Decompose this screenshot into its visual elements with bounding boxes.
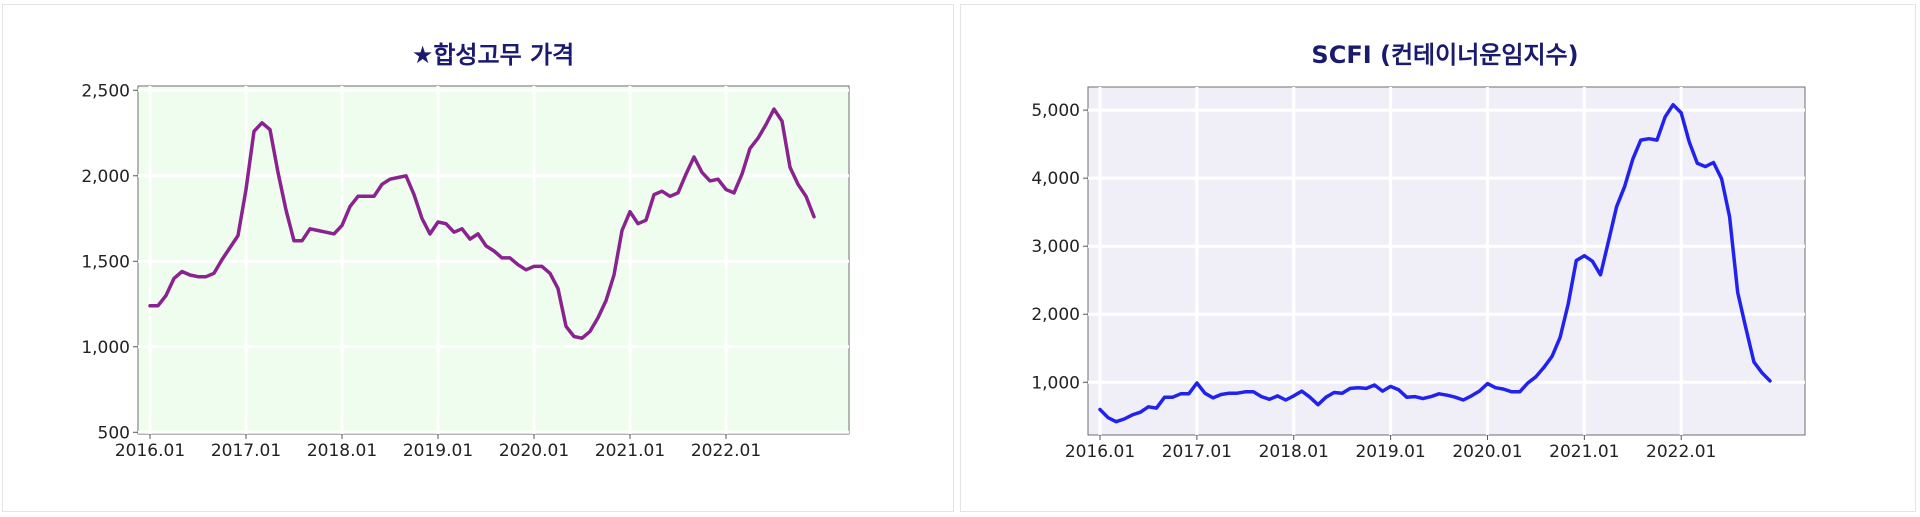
x-tick-label: 2017.01 [1162,442,1232,462]
x-tick-label: 2020.01 [1452,442,1522,462]
x-tick-label: 2021.01 [595,441,665,461]
synthetic-rubber-price-chart: ★합성고무 가격 500 1,000 1,500 2,000 2,500 2016.01 20… [81,41,850,461]
y-tick-label: 2,000 [1031,305,1080,325]
x-tick-label: 2018.01 [307,441,377,461]
chart-title: SCFI (컨테이너운임지수) [1311,41,1578,69]
y-tick-label: 2,000 [81,167,130,187]
chart-title: ★합성고무 가격 [412,41,574,69]
x-tick-label: 2019.01 [1355,442,1425,462]
x-tick-label: 2018.01 [1259,442,1329,462]
x-tick-label: 2022.01 [1646,442,1716,462]
x-tick-label: 2017.01 [211,441,281,461]
x-tick-label: 2016.01 [115,441,185,461]
plot-area [1087,86,1806,436]
series-line [1098,102,1772,424]
series-line [148,107,816,340]
x-tick-label: 2016.01 [1065,442,1135,462]
x-tick-label: 2022.01 [691,441,761,461]
x-tick-label: 2021.01 [1549,442,1619,462]
y-tick-label: 1,000 [1031,373,1080,393]
y-tick-label: 1,500 [81,252,130,272]
y-tick-label: 1,000 [81,338,130,358]
y-tick-label: 3,000 [1031,237,1080,257]
chart-panel-scfi: SCFI (컨테이너운임지수) 1,000 2,000 3,000 4,000 5,000… [960,4,1916,512]
y-tick-label: 2,500 [81,81,130,101]
x-tick-label: 2020.01 [499,441,569,461]
scfi-index-chart: SCFI (컨테이너운임지수) 1,000 2,000 3,000 4,000 5,000… [1031,41,1806,462]
y-tick-label: 5,000 [1031,101,1080,121]
chart-panel-synthetic-rubber: ★합성고무 가격 500 1,000 1,500 2,000 2,500 2016.01 20… [2,4,954,512]
x-tick-label: 2019.01 [403,441,473,461]
y-tick-label: 500 [98,423,130,443]
y-tick-label: 4,000 [1031,169,1080,189]
